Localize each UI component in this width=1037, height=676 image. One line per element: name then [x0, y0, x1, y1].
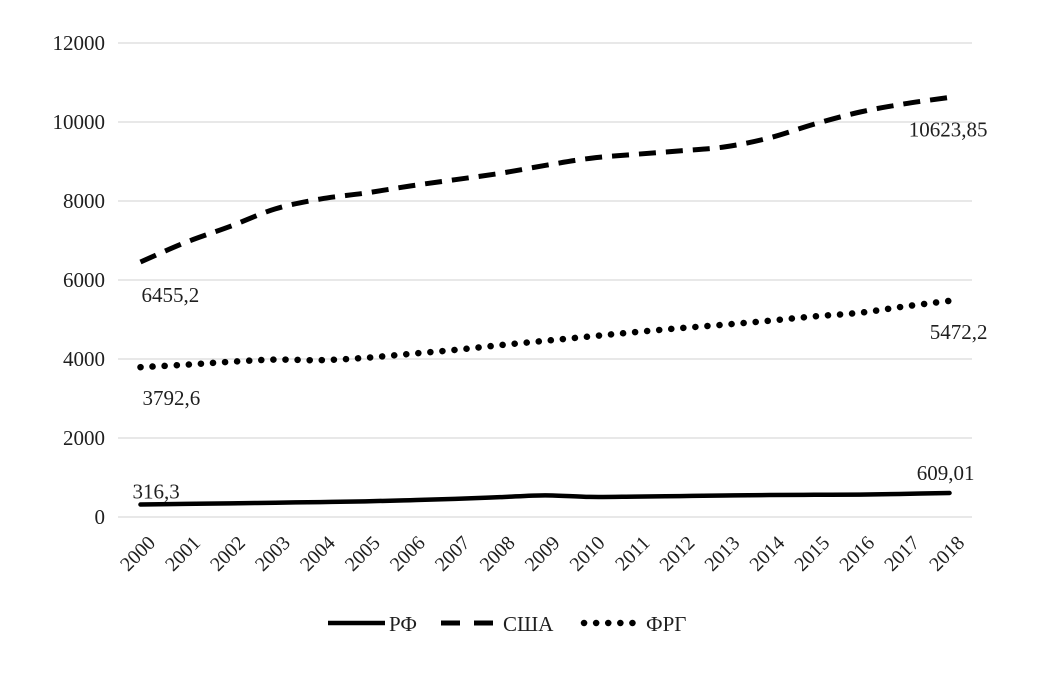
y-axis-tick-label: 2000: [63, 426, 105, 450]
x-axis-tick-label: 2000: [116, 532, 160, 576]
x-axis-tick-label: 2003: [251, 532, 295, 576]
y-axis-tick-label: 8000: [63, 189, 105, 213]
data-label-usa-start: 6455,2: [141, 283, 199, 307]
y-axis-tick-label: 12000: [53, 31, 106, 55]
y-axis-tick-label: 10000: [53, 110, 106, 134]
x-axis-tick-label: 2013: [700, 532, 744, 576]
data-label-rf-start: 316,3: [132, 480, 179, 504]
y-axis-tick-label: 0: [95, 505, 106, 529]
data-label-frg-end: 5472,2: [930, 320, 988, 344]
series-line-rf: [138, 490, 952, 507]
legend-label-frg: ФРГ: [646, 612, 686, 636]
x-axis-tick-label: 2001: [161, 532, 205, 576]
legend-label-rf: РФ: [389, 612, 417, 636]
x-axis-tick-label: 2010: [566, 532, 610, 576]
y-axis-tick-label: 4000: [63, 347, 105, 371]
y-axis-tick-label: 6000: [63, 268, 105, 292]
data-label-usa-end: 10623,85: [909, 117, 988, 141]
x-axis-tick-label: 2002: [206, 532, 250, 576]
x-axis-tick-label: 2017: [880, 532, 924, 576]
x-axis-tick-label: 2012: [656, 532, 700, 576]
x-axis-tick-label: 2008: [476, 532, 520, 576]
x-axis-tick-label: 2004: [296, 532, 340, 576]
x-axis-tick-label: 2011: [611, 532, 654, 575]
x-axis-tick-label: 2009: [521, 532, 565, 576]
series-line-usa: [139, 94, 950, 265]
x-axis-tick-label: 2015: [790, 532, 834, 576]
x-axis-tick-label: 2018: [925, 532, 969, 576]
legend-label-usa: США: [503, 612, 554, 636]
x-axis-tick-label: 2006: [386, 532, 430, 576]
x-axis-tick-label: 2005: [341, 532, 385, 576]
series-line-frg: [137, 297, 953, 371]
data-label-frg-start: 3792,6: [142, 386, 200, 410]
x-axis-tick-label: 2014: [745, 532, 789, 576]
data-label-rf-end: 609,01: [917, 461, 975, 485]
x-axis-tick-label: 2007: [431, 532, 475, 576]
x-axis-tick-label: 2016: [835, 532, 879, 576]
